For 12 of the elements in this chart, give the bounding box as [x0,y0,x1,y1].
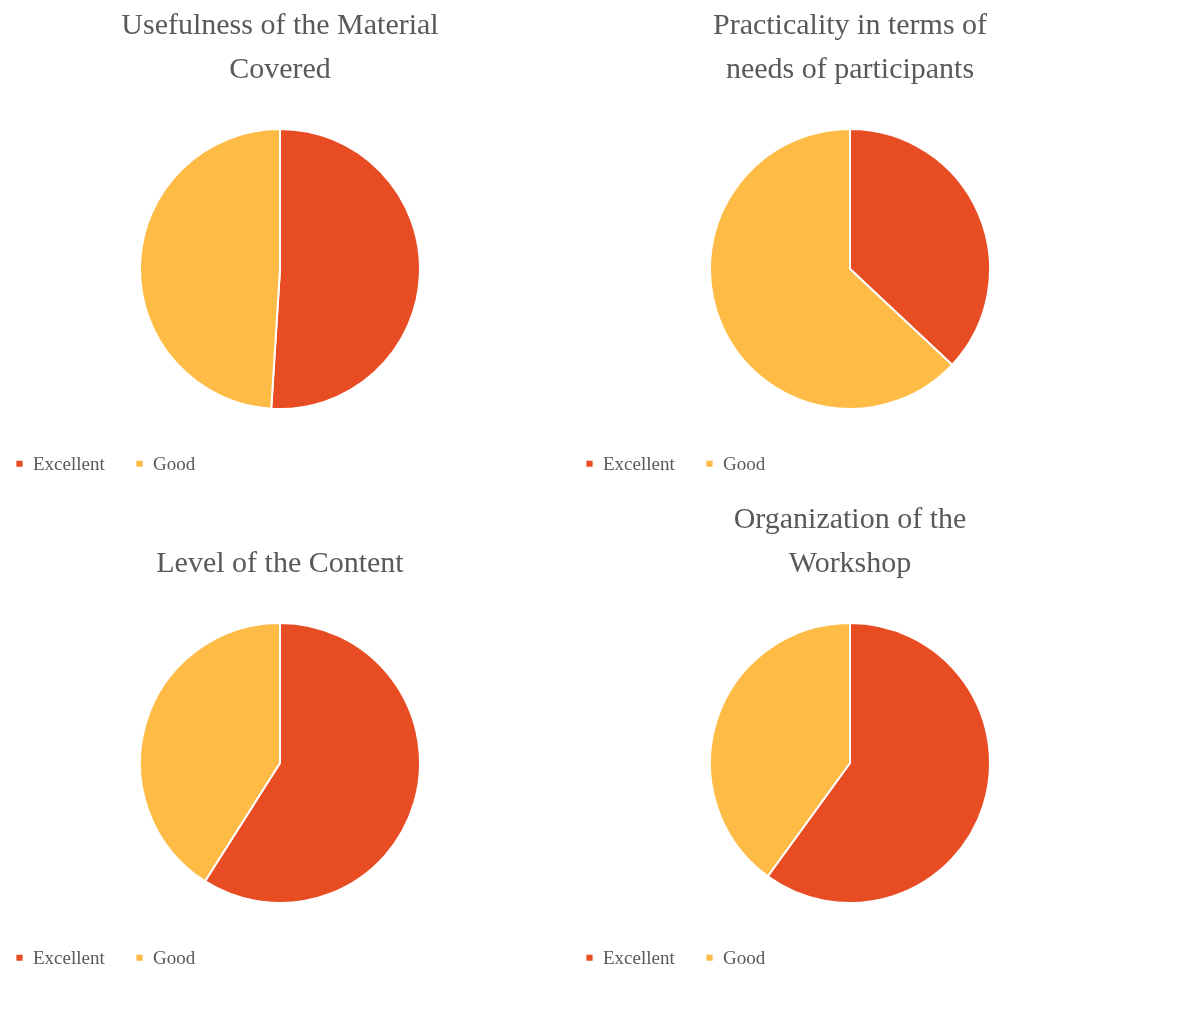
legend-label: Excellent [33,946,106,968]
legend-label: Good [153,452,196,474]
legend-label: Good [153,946,196,968]
legend-label: Excellent [33,452,106,474]
chart-title: Practicality in terms of needs of participants [712,7,988,84]
chart-title: Level of the Content [156,545,405,578]
legend-label: Excellent [603,452,676,474]
legend-label: Good [723,946,766,968]
chart-title: Usefulness of the Material Covered [121,7,439,84]
chart-title: Organization of the Workshop [733,501,967,578]
legend-label: Excellent [603,946,676,968]
legend-label: Good [723,452,766,474]
